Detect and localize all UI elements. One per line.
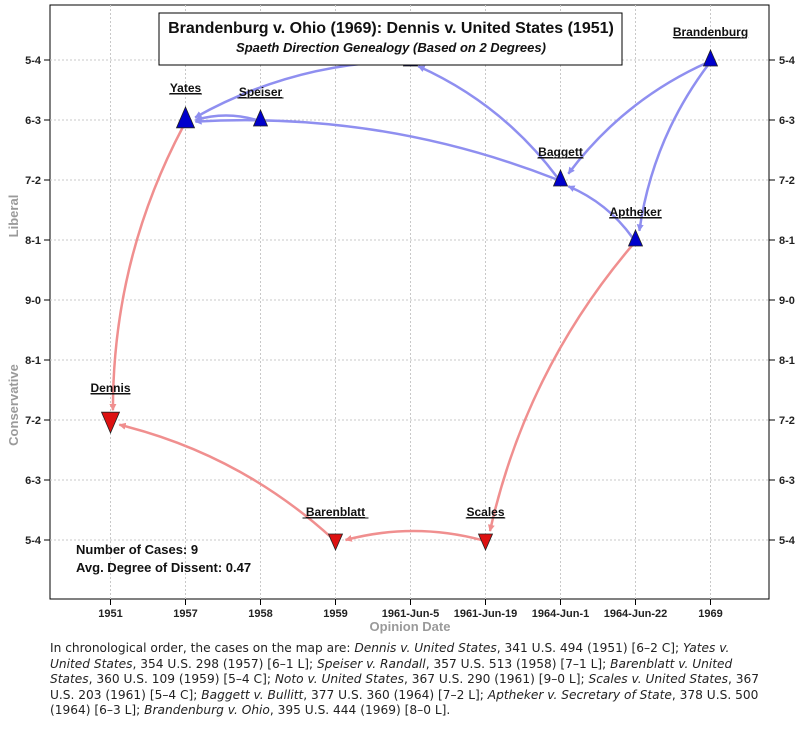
case-markers: [100, 49, 719, 551]
y-tick-label-right: 8-1: [779, 235, 795, 247]
caption-case-name: Brandenburg v. Ohio: [144, 703, 270, 717]
title-box: [158, 12, 623, 66]
case-marker-barenblatt[interactable]: [327, 533, 344, 551]
citation-edge: [194, 117, 558, 181]
y-tick-label-left: 9-0: [25, 295, 41, 307]
case-marker-aptheker[interactable]: [627, 229, 644, 247]
y-tick-label-right: 7-2: [779, 415, 795, 427]
y-tick-label-left: 5-4: [25, 55, 42, 67]
y-tick-label-right: 9-0: [779, 295, 795, 307]
x-tick-label: 1961-Jun-19: [454, 608, 518, 620]
case-list-caption: In chronological order, the cases on the…: [50, 641, 762, 719]
case-marker-brandenburg[interactable]: [702, 49, 719, 67]
caption-case-name: Barenblatt v. United States: [50, 656, 733, 687]
chart-subtitle: Spaeth Direction Genealogy (Based on 2 D…: [236, 40, 546, 55]
y-tick-label-left: 7-2: [25, 175, 41, 187]
caption-case-cite: , 395 U.S. 444 (1969) [8–0 L].: [269, 703, 451, 717]
y-tick-label-left: 7-2: [25, 415, 41, 427]
caption-case-cite: , 357 U.S. 513 (1958) [7–1 L];: [425, 656, 611, 671]
citation-edge: [109, 123, 186, 411]
case-label-aptheker: Aptheker: [609, 205, 661, 219]
y-axis-right: 5-4 6-3 7-2 8-1 9-0 8-1 7-2 6-3 5-4: [769, 55, 796, 547]
citation-edges: [109, 59, 710, 542]
x-tick-label: 1957: [173, 608, 197, 620]
caption-case-name: Scales v. United States: [588, 672, 728, 686]
citation-edge: [636, 62, 710, 232]
y-tick-label-right: 7-2: [779, 175, 795, 187]
y-tick-label-left: 8-1: [25, 355, 41, 367]
caption-case-cite: , 360 U.S. 109 (1959) [5–4 C];: [88, 672, 275, 686]
citation-edge: [567, 61, 708, 175]
case-marker-scales[interactable]: [477, 533, 494, 551]
y-tick-label-right: 5-4: [779, 55, 796, 67]
case-label-yates: Yates: [170, 81, 202, 95]
y-tick-label-left: 6-3: [25, 475, 41, 487]
caption-entries: Dennis v. United States, 341 U.S. 494 (1…: [50, 641, 759, 717]
citation-edge: [344, 529, 482, 542]
x-tick-label: 1961-Jun-5: [382, 608, 439, 620]
caption-case-cite: , 378 U.S. 500 (1964) [6–3 L];: [50, 687, 759, 718]
y-tick-label-right: 6-3: [779, 475, 795, 487]
caption-case-cite: , 354 U.S. 298 (1957) [6–1 L];: [132, 656, 317, 671]
caption-case-name: Baggett v. Bullitt: [201, 687, 304, 702]
case-label-baggett: Baggett: [538, 145, 583, 159]
y-tick-label-right: 8-1: [779, 355, 795, 367]
case-marker-dennis[interactable]: [100, 411, 121, 435]
caption-intro: In chronological order, the cases on the…: [50, 641, 355, 655]
case-label-scales: Scales: [466, 505, 504, 519]
x-tick-label: 1951: [98, 608, 122, 620]
case-label-dennis: Dennis: [90, 381, 130, 395]
caption-case-cite: , 377 U.S. 360 (1964) [7–2 L];: [303, 687, 488, 702]
x-tick-label: 1958: [248, 608, 272, 620]
y-tick-label-left: 6-3: [25, 115, 41, 127]
caption-case-name: Dennis v. United States: [354, 641, 497, 655]
case-label-barenblatt: Barenblatt: [306, 505, 365, 519]
y-tick-label-right: 5-4: [779, 535, 796, 547]
plot-area: [49, 4, 770, 600]
y-tick-label-right: 6-3: [779, 115, 795, 127]
genealogy-chart: 5-4 6-3 7-2 8-1 9-0 8-1 7-2 6-3 5-4 5-4 6-3 7-2 8-1…: [6, 4, 796, 634]
chart-title: Brandenburg v. Ohio (1969): Dennis v. Un…: [168, 20, 614, 37]
y-tick-label-left: 5-4: [25, 535, 42, 547]
case-marker-yates[interactable]: [175, 105, 196, 129]
caption-case-name: Yates v. United States: [50, 641, 730, 671]
caption-case-name: Aptheker v. Secretary of State: [487, 687, 672, 702]
x-tick-label: 1964-Jun-1: [532, 608, 589, 620]
y-axis-title-conservative: Conservative: [6, 364, 21, 446]
x-tick-label: 1959: [323, 608, 347, 620]
x-axis: 1951 1957 1958 1959 1961-Jun-5 1961-Jun-19 196…: [98, 599, 723, 620]
citation-edge: [417, 65, 559, 179]
caption-case-name: Noto v. United States: [274, 672, 404, 686]
case-marker-baggett[interactable]: [552, 169, 569, 187]
y-axis-title-liberal: Liberal: [6, 195, 21, 238]
y-tick-label-left: 8-1: [25, 235, 41, 247]
case-label-brandenburg: Brandenburg: [673, 25, 748, 39]
citation-edge: [487, 242, 635, 532]
dissent-text: Avg. Degree of Dissent: 0.47: [76, 560, 251, 575]
caption-case-cite: , 367 U.S. 203 (1961) [5–4 C];: [50, 672, 759, 702]
caption-case-cite: , 367 U.S. 290 (1961) [9–0 L];: [404, 672, 589, 686]
y-axis-left: 5-4 6-3 7-2 8-1 9-0 8-1 7-2 6-3 5-4: [25, 55, 50, 547]
citation-edge: [567, 185, 634, 239]
x-tick-label: 1964-Jun-22: [604, 608, 668, 620]
caption-case-cite: , 341 U.S. 494 (1951) [6–2 C];: [496, 641, 683, 655]
case-label-speiser: Speiser: [239, 85, 283, 99]
case-count-text: Number of Cases: 9: [76, 542, 198, 557]
case-marker-speiser[interactable]: [252, 109, 269, 127]
grid: [50, 5, 769, 599]
x-axis-title: Opinion Date: [370, 619, 451, 634]
x-tick-label: 1969: [698, 608, 722, 620]
caption-case-name: Speiser v. Randall: [317, 656, 426, 671]
